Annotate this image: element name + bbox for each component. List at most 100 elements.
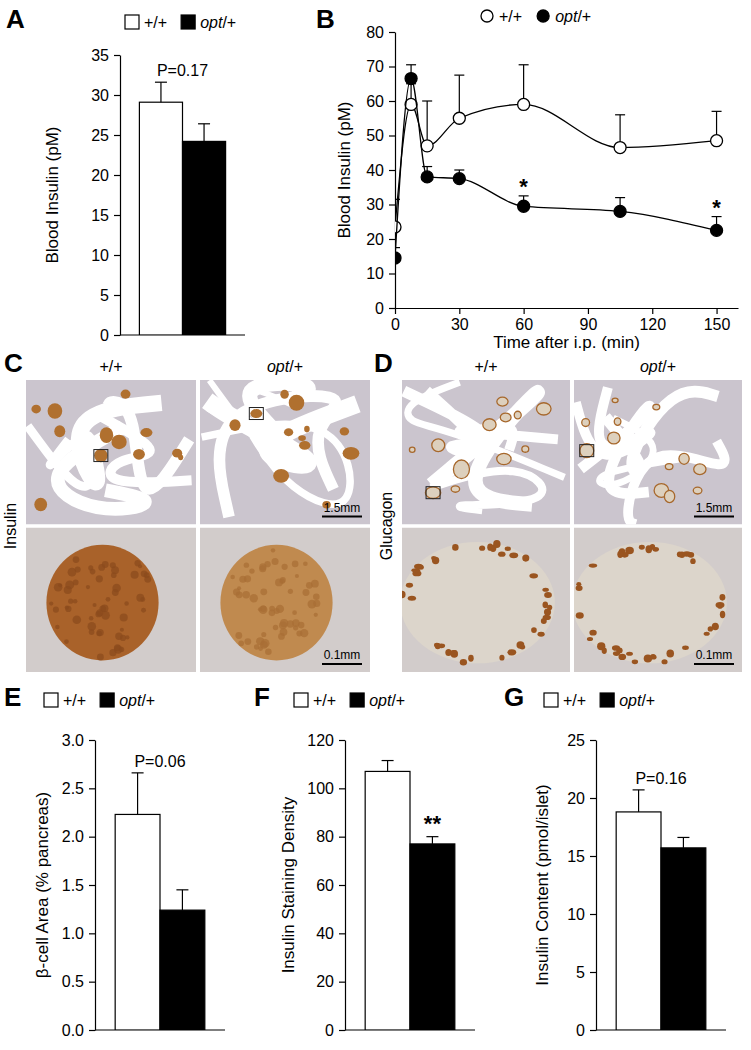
panel-A: A+/+opt/+05101520253035Blood Insulin (pM… <box>6 4 245 344</box>
cell <box>274 608 280 614</box>
cell <box>68 599 73 604</box>
islet <box>536 403 551 415</box>
legend-swatch <box>544 693 558 707</box>
marker <box>405 73 417 85</box>
y-axis: 01020304050607080 <box>366 24 395 317</box>
bar <box>115 814 160 1030</box>
annotation: P=0.06 <box>134 753 185 770</box>
y-tick-label: 0 <box>325 1022 334 1039</box>
cell <box>645 545 652 553</box>
y-tick: 20 <box>567 790 596 807</box>
islet <box>54 425 65 437</box>
cell <box>529 573 538 578</box>
tissue <box>26 380 196 525</box>
error-stem <box>160 82 161 102</box>
legend-swatch <box>600 693 614 707</box>
y-tick: 0 <box>325 1022 345 1039</box>
tissue <box>26 528 196 673</box>
cell <box>438 644 445 649</box>
y-tick-mark <box>389 170 395 171</box>
y-tick-mark <box>339 740 345 741</box>
cell <box>719 594 725 601</box>
cell <box>235 632 242 639</box>
cell <box>632 659 638 664</box>
y-tick-label: 0 <box>375 300 384 317</box>
y-tick-label: 30 <box>366 196 384 213</box>
y-tick-label: 80 <box>316 828 334 845</box>
y-tick-label: 5 <box>100 287 109 304</box>
y-tick-mark <box>590 1030 596 1031</box>
cell <box>589 563 597 567</box>
y-tick-mark <box>114 175 120 176</box>
cell <box>86 585 90 589</box>
x-axis: 0306090120150 <box>391 308 738 333</box>
cell <box>244 575 251 582</box>
cell <box>259 563 266 570</box>
cell <box>73 599 78 604</box>
cell <box>716 602 725 608</box>
cell <box>507 649 516 655</box>
zoom-box <box>426 487 440 499</box>
cell <box>260 588 267 595</box>
annotation: P=0.16 <box>635 770 686 787</box>
islet <box>653 404 660 410</box>
cell <box>505 547 511 551</box>
x-tick-mark <box>395 308 396 314</box>
y-axis: 05101520253035 <box>91 47 120 344</box>
stain-label: Glucagon <box>378 492 395 561</box>
y-tick-label: 20 <box>567 790 585 807</box>
y-tick-label: 5 <box>576 964 585 981</box>
error-stem <box>432 837 433 844</box>
stain-label: Insulin <box>2 503 19 549</box>
tissue-gap <box>219 396 335 517</box>
cell <box>450 650 457 655</box>
y-tick: 60 <box>316 877 345 894</box>
cell <box>617 551 623 558</box>
cell <box>313 600 320 607</box>
annotation: P=0.17 <box>157 62 208 79</box>
cell <box>499 655 504 661</box>
cell <box>258 646 263 651</box>
y-tick: 1.5 <box>62 877 95 894</box>
islet <box>343 447 360 460</box>
y-tick-label: 0 <box>100 327 109 344</box>
y-axis-title: Blood Insulin (pM) <box>43 126 62 263</box>
islet <box>289 395 305 411</box>
legend-label: +/+ <box>313 692 336 709</box>
cell <box>460 659 467 665</box>
cell <box>313 593 320 600</box>
islet <box>280 390 288 399</box>
error-cap <box>422 100 432 101</box>
islet <box>94 449 107 462</box>
legend-item: opt/+ <box>600 692 655 709</box>
y-axis-title: Insulin Content (pmol/islet) <box>533 784 552 985</box>
cell <box>666 649 674 657</box>
y-tick-mark <box>389 273 395 274</box>
legend-label: opt/+ <box>200 14 236 31</box>
cell <box>125 635 129 639</box>
tissue <box>402 380 570 525</box>
cell <box>576 582 581 586</box>
cell <box>720 611 725 618</box>
legend-item: +/+ <box>544 692 586 709</box>
bar <box>661 848 706 1030</box>
islet <box>612 398 618 402</box>
legend-label: +/+ <box>499 8 522 25</box>
cell <box>265 648 272 655</box>
cell <box>298 622 305 629</box>
y-tick-mark <box>89 1030 95 1031</box>
x-tick: 120 <box>639 308 666 333</box>
islet <box>497 397 508 406</box>
islet <box>664 490 674 502</box>
islet <box>304 426 310 433</box>
y-tick-mark <box>389 101 395 102</box>
cell <box>233 588 240 595</box>
y-tick-mark <box>590 972 596 973</box>
x-tick-label: 0 <box>391 316 400 333</box>
tissue-gap <box>96 414 191 482</box>
cell <box>109 649 116 656</box>
y-tick-label: 40 <box>366 162 384 179</box>
y-tick-mark <box>114 255 120 256</box>
plot-area <box>115 773 205 1030</box>
cell <box>612 645 620 651</box>
